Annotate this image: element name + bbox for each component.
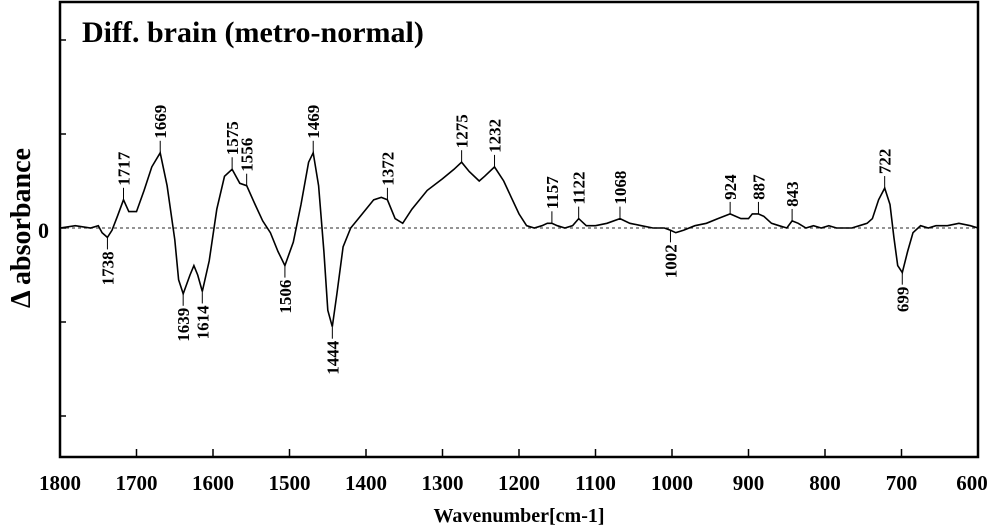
peak-label: 1639 <box>174 308 193 342</box>
spectrum-line <box>59 150 979 327</box>
peak-label: 1738 <box>98 251 117 285</box>
x-tick-label: 1100 <box>575 471 616 495</box>
peak-label: 1122 <box>570 172 589 205</box>
peak-label: 1444 <box>323 340 342 375</box>
y-axis-label: Δ absorbance <box>6 148 37 308</box>
peak-label: 699 <box>893 287 912 313</box>
peak-label: 1575 <box>223 121 242 155</box>
peak-label: 1372 <box>378 152 397 186</box>
x-tick-label: 1600 <box>192 471 234 495</box>
peak-label: 1717 <box>115 151 134 186</box>
peak-label: 1275 <box>453 114 472 148</box>
x-ticks: 1800 1700 1600 1500 1400 1300 1200 1100 1000 900 8… <box>39 449 988 495</box>
peak-label: 1506 <box>276 280 295 314</box>
x-tick-label: 1700 <box>116 471 158 495</box>
y-zero-label: 0 <box>38 218 49 243</box>
peak-label: 887 <box>749 174 768 200</box>
peak-label: 1068 <box>611 171 630 205</box>
x-tick-label: 1800 <box>39 471 81 495</box>
peak-label: 843 <box>783 181 802 207</box>
x-tick-label: 600 <box>956 471 988 495</box>
x-tick-label: 800 <box>809 471 841 495</box>
peak-label: 1157 <box>543 176 562 210</box>
peak-label: 1669 <box>151 105 170 139</box>
x-tick-label: 1200 <box>498 471 540 495</box>
x-tick-label: 900 <box>733 471 765 495</box>
peak-label: 1556 <box>238 138 257 172</box>
x-tick-label: 1000 <box>651 471 693 495</box>
peak-label: 1002 <box>662 244 681 278</box>
peak-label: 924 <box>721 174 740 200</box>
peak-label: 1469 <box>304 105 323 139</box>
x-tick-label: 700 <box>886 471 918 495</box>
x-tick-label: 1400 <box>345 471 387 495</box>
peak-label: 1614 <box>193 305 212 340</box>
x-tick-label: 1500 <box>269 471 311 495</box>
plot-frame <box>58 0 980 459</box>
x-tick-label: 1300 <box>422 471 464 495</box>
peak-label: 722 <box>876 149 895 175</box>
chart-title: Diff. brain (metro-normal) <box>82 16 424 49</box>
peak-label: 1232 <box>486 119 505 153</box>
x-axis-label: Wavenumber[cm-1] <box>433 505 604 527</box>
